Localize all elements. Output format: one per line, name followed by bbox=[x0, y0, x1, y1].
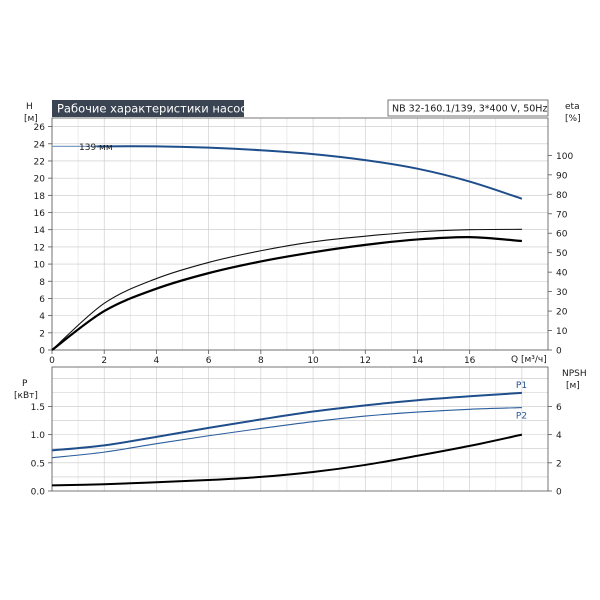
head-tick-label: 10 bbox=[34, 261, 46, 271]
head-series-group bbox=[51, 145, 523, 351]
efficiency-tick-label: 100 bbox=[556, 152, 573, 162]
head-tick-label: 16 bbox=[34, 209, 46, 219]
npsh-axis-unit: [м] bbox=[566, 381, 580, 391]
efficiency-thin-curve bbox=[51, 228, 522, 351]
head-axis-unit: [м] bbox=[24, 114, 38, 124]
power-tick-label: 1.5 bbox=[31, 403, 45, 413]
head-tick-label: 2 bbox=[39, 329, 45, 339]
power-npsh-panel: P1 P2 0.0 0.5 1.0 1.5 0 2 4 6 P [кВт] NPSH [м] bbox=[14, 366, 587, 498]
head-plot-frame bbox=[51, 117, 549, 351]
head-tick-label: 14 bbox=[34, 226, 46, 236]
npsh-tick-label: 4 bbox=[556, 431, 562, 441]
efficiency-tick-label: 40 bbox=[556, 269, 568, 279]
head-tick-label: 24 bbox=[34, 140, 46, 150]
efficiency-axis-unit: [%] bbox=[565, 114, 581, 124]
efficiency-tick-label: 50 bbox=[556, 249, 568, 259]
flow-tick-label: 16 bbox=[464, 356, 476, 366]
head-curve bbox=[96, 145, 523, 200]
power-plot-frame bbox=[51, 366, 549, 492]
npsh-curve bbox=[51, 433, 523, 487]
flow-tick-label: 12 bbox=[360, 356, 371, 366]
npsh-tick-label: 2 bbox=[556, 459, 562, 469]
efficiency-tick-label: 70 bbox=[556, 210, 568, 220]
npsh-axis-label: NPSH bbox=[562, 369, 587, 379]
flow-axis-label: Q [м³/ч] bbox=[511, 355, 547, 365]
flow-tick-label: 0 bbox=[49, 356, 55, 366]
head-tick-label: 0 bbox=[39, 347, 45, 357]
efficiency-tick-label: 20 bbox=[556, 308, 568, 318]
npsh-tick-label: 0 bbox=[556, 488, 562, 498]
head-tick-label: 6 bbox=[39, 295, 45, 305]
p1-curve bbox=[51, 391, 522, 452]
head-tick-label: 26 bbox=[34, 123, 46, 133]
power-series-group: P1 P2 bbox=[51, 381, 527, 487]
p2-series-label: P2 bbox=[516, 412, 527, 422]
efficiency-tick-label: 30 bbox=[556, 288, 568, 298]
chart-title: Рабочие характеристики насоса bbox=[57, 102, 254, 116]
power-tick-label: 0.0 bbox=[31, 488, 46, 498]
power-tick-labels: 0.0 0.5 1.0 1.5 0 2 4 6 bbox=[31, 403, 562, 498]
head-tick-label: 22 bbox=[34, 157, 45, 167]
efficiency-tick-label: 90 bbox=[556, 171, 568, 181]
head-tick-label: 8 bbox=[39, 278, 45, 288]
power-axis-unit: [кВт] bbox=[14, 391, 38, 401]
efficiency-axis-label: eta bbox=[565, 102, 580, 112]
chart-title-box bbox=[52, 100, 244, 117]
p1-series-label: P1 bbox=[516, 381, 527, 391]
head-tick-label: 20 bbox=[34, 175, 46, 185]
head-tick-label: 18 bbox=[34, 192, 46, 202]
flow-tick-label: 2 bbox=[101, 356, 107, 366]
power-tick-label: 0.5 bbox=[31, 459, 45, 469]
head-tick-label: 4 bbox=[39, 312, 45, 322]
power-grid bbox=[51, 367, 548, 491]
power-axis-label: P bbox=[22, 379, 28, 389]
impeller-diameter-annotation: 139 мм bbox=[79, 143, 113, 153]
npsh-tick-label: 6 bbox=[556, 403, 562, 413]
efficiency-tick-label: 0 bbox=[556, 347, 562, 357]
efficiency-tick-label: 10 bbox=[556, 327, 568, 337]
efficiency-bold-curve bbox=[51, 235, 522, 351]
flow-tick-label: 4 bbox=[154, 356, 160, 366]
model-label: NB 32-160.1/139, 3*400 V, 50Hz bbox=[392, 104, 547, 115]
head-grid bbox=[51, 118, 548, 351]
efficiency-tick-label: 60 bbox=[556, 230, 568, 240]
model-label-box bbox=[387, 99, 549, 117]
flow-tick-label: 14 bbox=[412, 356, 424, 366]
head-tick-label: 12 bbox=[34, 243, 45, 253]
head-axis-label: H bbox=[26, 102, 33, 112]
flow-tick-label: 8 bbox=[258, 356, 264, 366]
efficiency-tick-label: 80 bbox=[556, 191, 568, 201]
head-tick-labels: 0 2 4 6 8 10 12 14 16024681012141618202224260102… bbox=[34, 123, 574, 366]
p2-curve bbox=[51, 407, 522, 459]
power-tick-label: 1.0 bbox=[31, 431, 46, 441]
flow-tick-label: 10 bbox=[307, 356, 319, 366]
head-efficiency-panel: 0 2 4 6 8 10 12 14 16024681012141618202224260102… bbox=[24, 99, 581, 366]
flow-tick-label: 6 bbox=[206, 356, 212, 366]
